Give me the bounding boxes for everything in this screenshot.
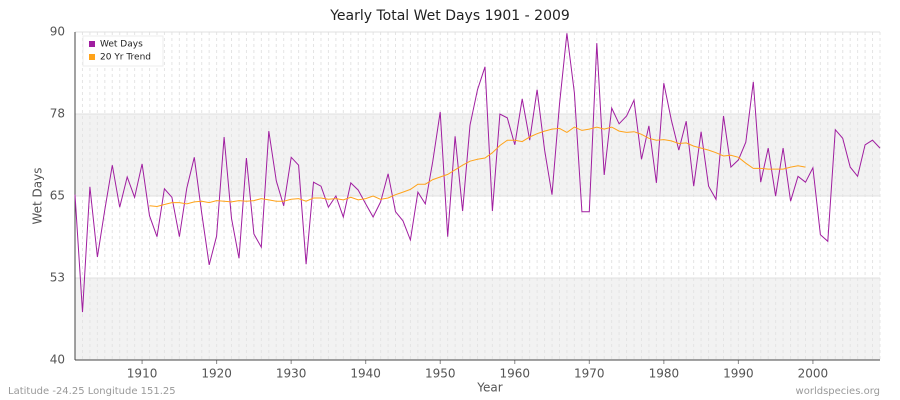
y-tick-label: 65 <box>50 189 65 203</box>
x-tick-label: 1910 <box>127 367 158 381</box>
legend-label: 20 Yr Trend <box>100 53 151 63</box>
x-tick-label: 1980 <box>649 367 680 381</box>
x-tick-label: 1940 <box>350 367 381 381</box>
x-axis-label: Year <box>476 381 502 395</box>
y-tick-label: 90 <box>50 25 65 39</box>
x-tick-label: 1930 <box>276 367 307 381</box>
footer-left: Latitude -24.25 Longitude 151.25 <box>8 386 176 397</box>
series-line <box>149 126 806 208</box>
legend-swatch <box>89 54 95 60</box>
x-tick-label: 1990 <box>723 367 754 381</box>
footer-right: worldspecies.org <box>796 386 880 397</box>
x-tick-label: 1920 <box>201 367 232 381</box>
x-tick-label: 2000 <box>798 367 829 381</box>
x-tick-label: 1960 <box>499 367 530 381</box>
chart-title: Yearly Total Wet Days 1901 - 2009 <box>329 8 570 24</box>
y-axis-label: Wet Days <box>31 167 45 224</box>
y-tick-label: 40 <box>50 353 65 367</box>
y-tick-label: 53 <box>50 271 65 285</box>
legend-box <box>82 35 164 67</box>
legend-swatch <box>89 41 95 47</box>
x-tick-label: 1970 <box>574 367 605 381</box>
x-tick-label: 1950 <box>425 367 456 381</box>
series-line <box>74 33 881 313</box>
legend-label: Wet Days <box>100 40 143 50</box>
y-tick-label: 78 <box>50 107 65 121</box>
